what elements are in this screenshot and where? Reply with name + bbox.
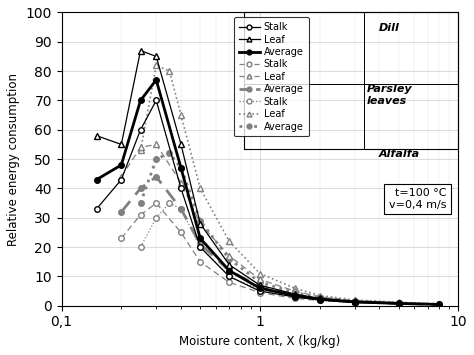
Text: Parsley
leaves: Parsley leaves [367,84,413,106]
Y-axis label: Relative energy consumption: Relative energy consumption [7,73,20,246]
Text: t=100 °C
v=0,4 m/s: t=100 °C v=0,4 m/s [389,189,447,210]
X-axis label: Moisture content, X (kg/kg): Moisture content, X (kg/kg) [179,335,340,348]
Text: Dill: Dill [379,23,400,33]
Text: Alfalfa: Alfalfa [379,149,420,159]
Legend: Stalk, Leaf, Average, Stalk, Leaf, Average, Stalk, Leaf, Average: Stalk, Leaf, Average, Stalk, Leaf, Avera… [234,17,309,136]
